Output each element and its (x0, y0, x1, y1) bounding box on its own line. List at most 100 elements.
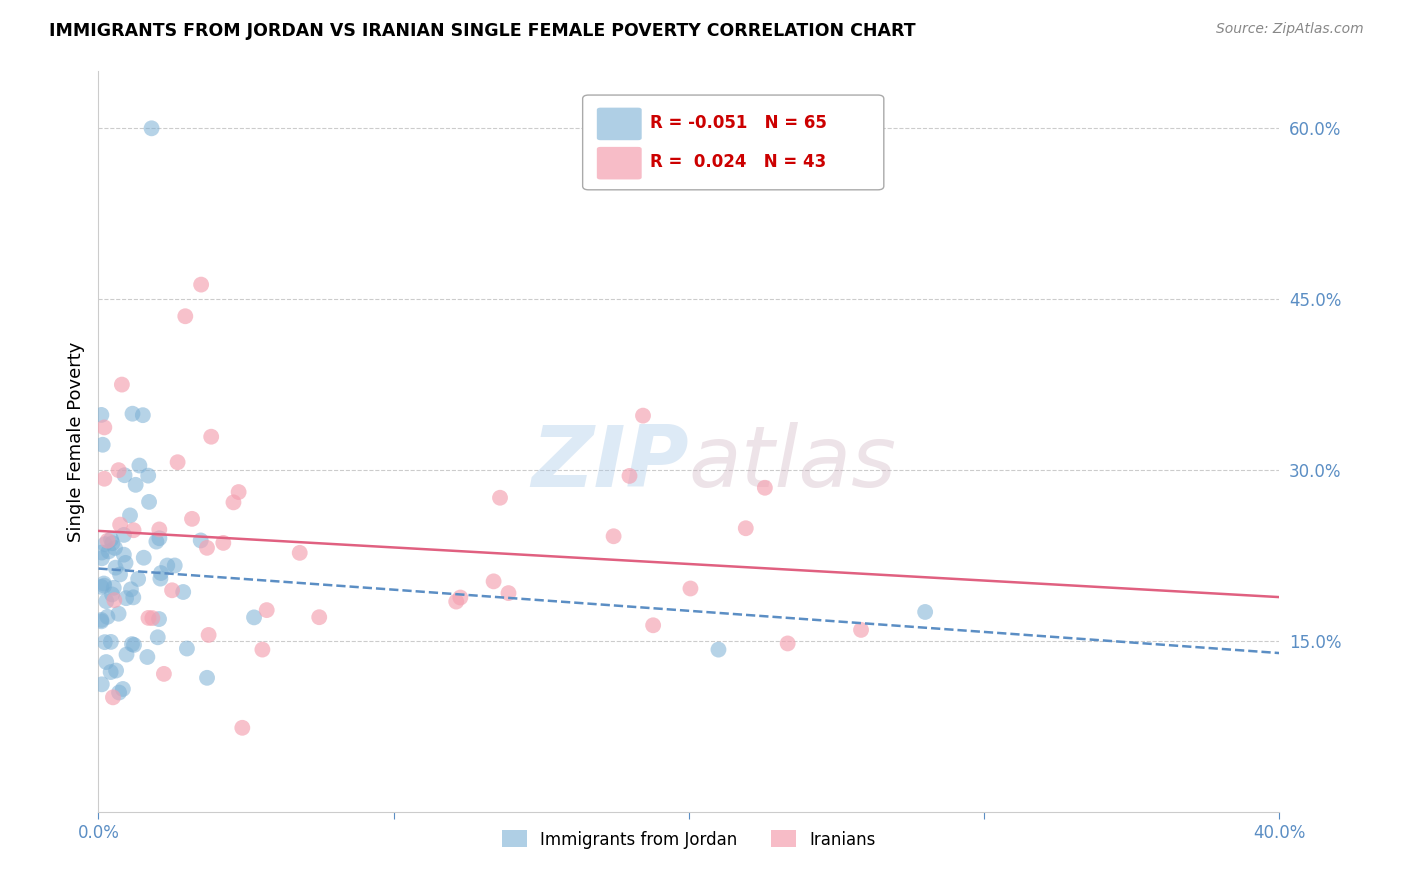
Point (111, 681, 134, 696)
Point (914, 605, 936, 619)
Point (308, 610, 330, 624)
Legend: Immigrants from Jordan, Iranians: Immigrants from Jordan, Iranians (495, 823, 883, 855)
Point (112, 528, 135, 542)
Point (776, 636, 799, 650)
Point (101, 536, 124, 550)
Text: R =  0.024   N = 43: R = 0.024 N = 43 (650, 153, 827, 171)
Point (108, 517, 131, 532)
Point (166, 455, 188, 469)
Point (100, 533, 122, 547)
Point (288, 546, 311, 560)
Text: ZIP: ZIP (531, 422, 689, 505)
Point (754, 481, 776, 495)
Point (156, 558, 179, 573)
Point (127, 572, 149, 586)
Point (103, 593, 125, 607)
Point (96, 594, 118, 608)
Point (849, 623, 872, 637)
Point (256, 603, 278, 617)
Point (602, 529, 624, 543)
Point (103, 581, 125, 595)
Point (90, 613, 112, 627)
Point (96, 610, 118, 624)
Point (122, 523, 145, 537)
Point (93, 579, 115, 593)
Point (619, 469, 641, 483)
Point (174, 310, 197, 324)
Point (90, 580, 112, 594)
Point (141, 611, 163, 625)
Point (145, 534, 167, 549)
Text: Source: ZipAtlas.com: Source: ZipAtlas.com (1216, 22, 1364, 37)
Point (160, 583, 183, 598)
Point (679, 582, 702, 596)
Point (97, 544, 120, 558)
Point (231, 721, 253, 735)
Point (128, 458, 150, 473)
Point (148, 523, 170, 537)
Point (121, 407, 143, 421)
Point (136, 468, 159, 483)
Point (212, 536, 235, 550)
Point (96, 655, 118, 669)
Point (489, 491, 512, 505)
Point (149, 566, 172, 580)
Point (252, 642, 274, 657)
Point (90, 677, 112, 691)
Point (195, 671, 218, 685)
Point (190, 533, 212, 548)
Point (90, 545, 112, 559)
Point (118, 508, 141, 523)
Point (734, 521, 756, 535)
Point (449, 591, 471, 605)
Point (101, 587, 124, 601)
Text: R = -0.051   N = 65: R = -0.051 N = 65 (650, 114, 827, 132)
Point (122, 591, 145, 605)
Point (114, 556, 136, 570)
Point (132, 408, 155, 422)
Point (643, 618, 665, 632)
Point (90, 408, 112, 422)
Point (104, 560, 127, 574)
Point (200, 430, 222, 444)
Point (163, 558, 186, 573)
Point (108, 567, 131, 582)
Point (100, 665, 122, 679)
Point (243, 610, 266, 624)
Point (111, 377, 134, 392)
Point (120, 582, 142, 597)
Point (90, 551, 112, 566)
Point (112, 548, 135, 562)
Point (93, 472, 115, 486)
Point (195, 541, 218, 555)
Point (114, 468, 136, 483)
Point (108, 685, 131, 699)
Point (93, 420, 115, 434)
FancyBboxPatch shape (596, 147, 641, 179)
Point (100, 635, 122, 649)
Point (444, 594, 467, 608)
Point (94, 635, 117, 649)
Point (94, 537, 117, 551)
Point (138, 495, 160, 509)
Point (121, 637, 143, 651)
Point (122, 638, 145, 652)
Point (97, 533, 120, 548)
Point (172, 585, 194, 599)
Point (176, 641, 198, 656)
Point (91, 438, 114, 452)
Point (136, 650, 159, 665)
Point (115, 648, 138, 662)
Point (124, 478, 146, 492)
FancyBboxPatch shape (596, 108, 641, 140)
Point (90, 615, 112, 629)
Point (222, 495, 245, 509)
Point (107, 463, 129, 477)
Point (197, 628, 219, 642)
Point (228, 485, 250, 500)
Point (132, 550, 155, 565)
Point (148, 531, 170, 545)
Point (498, 586, 520, 600)
Point (115, 591, 138, 606)
Point (482, 574, 505, 589)
